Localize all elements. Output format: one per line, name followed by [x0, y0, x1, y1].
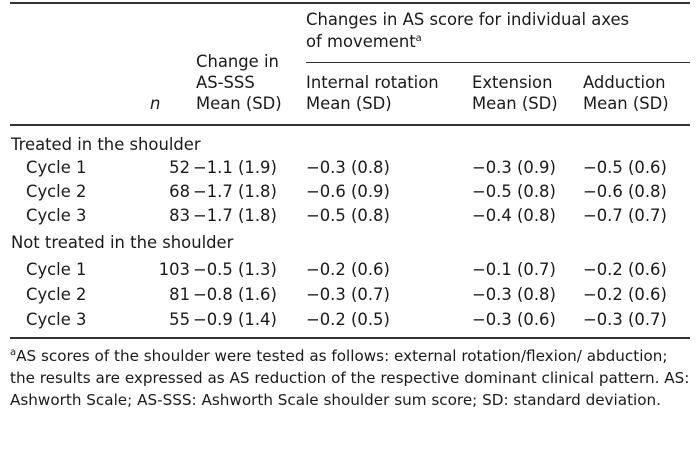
row-extension: −0.3 (0.6): [472, 310, 556, 329]
header-internal-line1: Internal rotation: [306, 73, 439, 92]
row-n: 55: [169, 310, 190, 329]
row-cycle: Cycle 2: [26, 285, 87, 304]
header-adduction-line1: Adduction: [583, 73, 666, 92]
header-extension-line2: Mean (SD): [472, 94, 558, 113]
row-adduction: −0.6 (0.8): [583, 182, 667, 201]
group-header-rule: [306, 62, 690, 63]
row-internal: −0.5 (0.8): [306, 206, 390, 225]
table-footnote: aAS scores of the shoulder were tested a…: [10, 347, 690, 410]
header-change-line3: Mean (SD): [196, 94, 282, 113]
header-internal-line2: Mean (SD): [306, 94, 392, 113]
row-change: −1.1 (1.9): [193, 158, 277, 177]
header-adduction-line2: Mean (SD): [583, 94, 669, 113]
row-cycle: Cycle 3: [26, 310, 87, 329]
row-adduction: −0.3 (0.7): [583, 310, 667, 329]
row-extension: −0.1 (0.7): [472, 260, 556, 279]
group-label-not-treated: Not treated in the shoulder: [11, 233, 234, 252]
row-adduction: −0.5 (0.6): [583, 158, 667, 177]
row-n: 83: [169, 206, 190, 225]
row-adduction: −0.2 (0.6): [583, 285, 667, 304]
row-change: −0.5 (1.3): [193, 260, 277, 279]
group-header-line2: of movementa: [306, 32, 422, 51]
group-label-treated: Treated in the shoulder: [11, 135, 201, 154]
row-internal: −0.3 (0.7): [306, 285, 390, 304]
row-adduction: −0.7 (0.7): [583, 206, 667, 225]
row-n: 81: [169, 285, 190, 304]
header-extension-line1: Extension: [472, 73, 553, 92]
row-change: −0.8 (1.6): [193, 285, 277, 304]
row-extension: −0.5 (0.8): [472, 182, 556, 201]
row-change: −1.7 (1.8): [193, 182, 277, 201]
row-cycle: Cycle 2: [26, 182, 87, 201]
row-internal: −0.3 (0.8): [306, 158, 390, 177]
row-internal: −0.6 (0.9): [306, 182, 390, 201]
table-top-rule: [10, 2, 690, 4]
header-change-line1: Change in: [196, 52, 279, 71]
header-bottom-rule: [10, 124, 690, 126]
header-n: n: [150, 94, 161, 113]
group-header: Changes in AS score for individual axes: [306, 10, 630, 29]
row-extension: −0.3 (0.9): [472, 158, 556, 177]
row-adduction: −0.2 (0.6): [583, 260, 667, 279]
header-change-line2: AS-SSS: [196, 73, 255, 92]
row-extension: −0.4 (0.8): [472, 206, 556, 225]
row-cycle: Cycle 1: [26, 158, 87, 177]
row-n: 68: [169, 182, 190, 201]
row-n: 52: [169, 158, 190, 177]
row-extension: −0.3 (0.8): [472, 285, 556, 304]
row-cycle: Cycle 1: [26, 260, 87, 279]
body-bottom-rule: [10, 337, 690, 339]
row-internal: −0.2 (0.5): [306, 310, 390, 329]
row-change: −0.9 (1.4): [193, 310, 277, 329]
row-n: 103: [158, 260, 190, 279]
row-change: −1.7 (1.8): [193, 206, 277, 225]
row-cycle: Cycle 3: [26, 206, 87, 225]
row-internal: −0.2 (0.6): [306, 260, 390, 279]
